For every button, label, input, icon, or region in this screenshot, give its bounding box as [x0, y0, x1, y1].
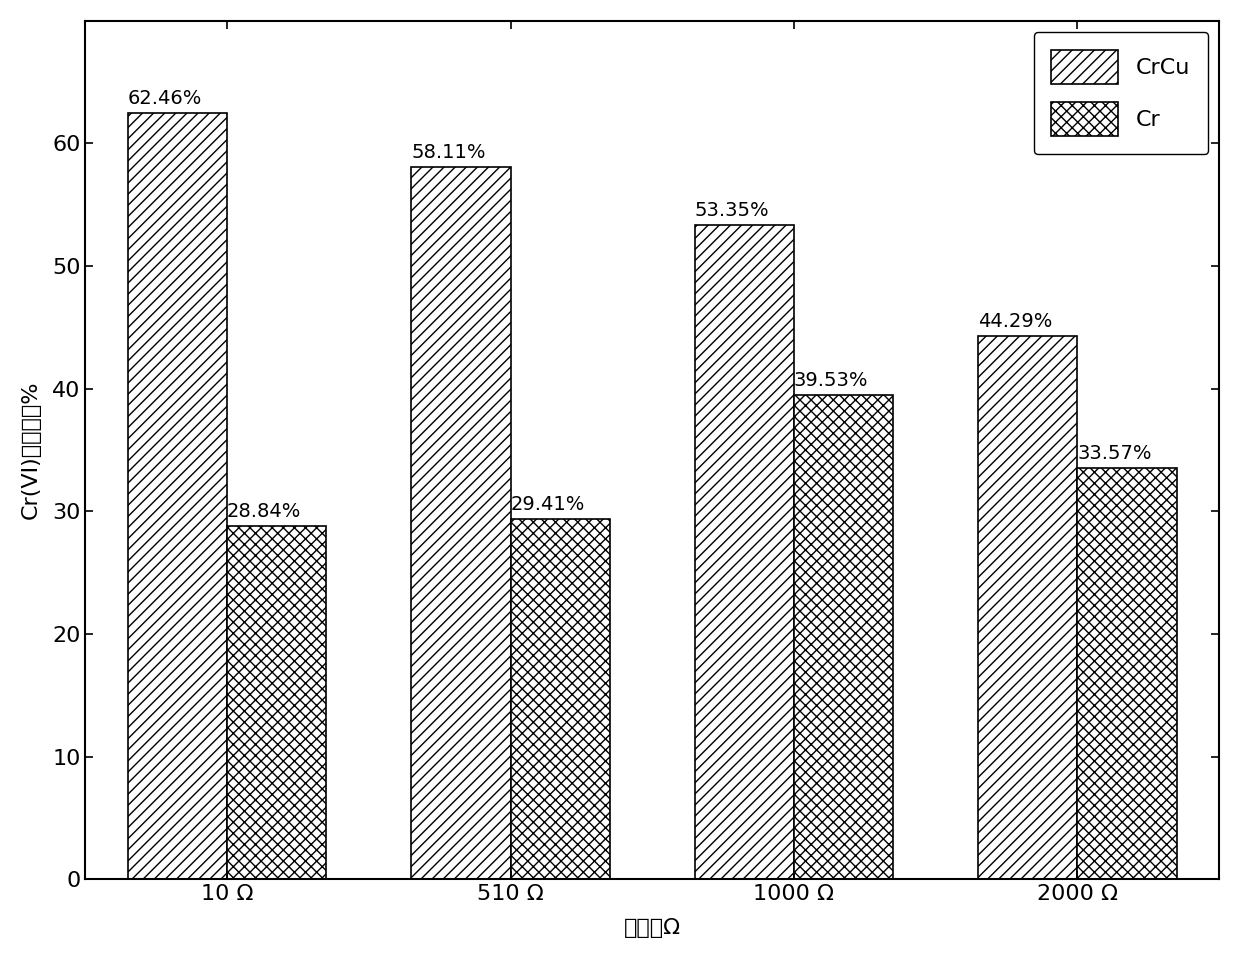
Legend: CrCu, Cr: CrCu, Cr	[1034, 32, 1208, 154]
Text: 44.29%: 44.29%	[978, 313, 1053, 331]
Text: 33.57%: 33.57%	[1078, 444, 1152, 463]
Bar	[978, 337, 1078, 879]
Text: 58.11%: 58.11%	[412, 143, 486, 162]
Text: 39.53%: 39.53%	[794, 371, 868, 389]
Bar	[412, 167, 511, 879]
Text: 29.41%: 29.41%	[511, 495, 585, 514]
Text: 53.35%: 53.35%	[694, 201, 769, 221]
Bar	[227, 526, 326, 879]
Bar	[1078, 468, 1177, 879]
Bar	[511, 519, 610, 879]
Text: 28.84%: 28.84%	[227, 502, 301, 521]
Bar	[694, 225, 794, 879]
Bar	[794, 394, 893, 879]
Bar	[128, 113, 227, 879]
X-axis label: 阻値／Ω: 阻値／Ω	[624, 918, 681, 938]
Text: 62.46%: 62.46%	[128, 89, 202, 108]
Y-axis label: Cr(VI)去除率／%: Cr(VI)去除率／%	[21, 381, 41, 520]
